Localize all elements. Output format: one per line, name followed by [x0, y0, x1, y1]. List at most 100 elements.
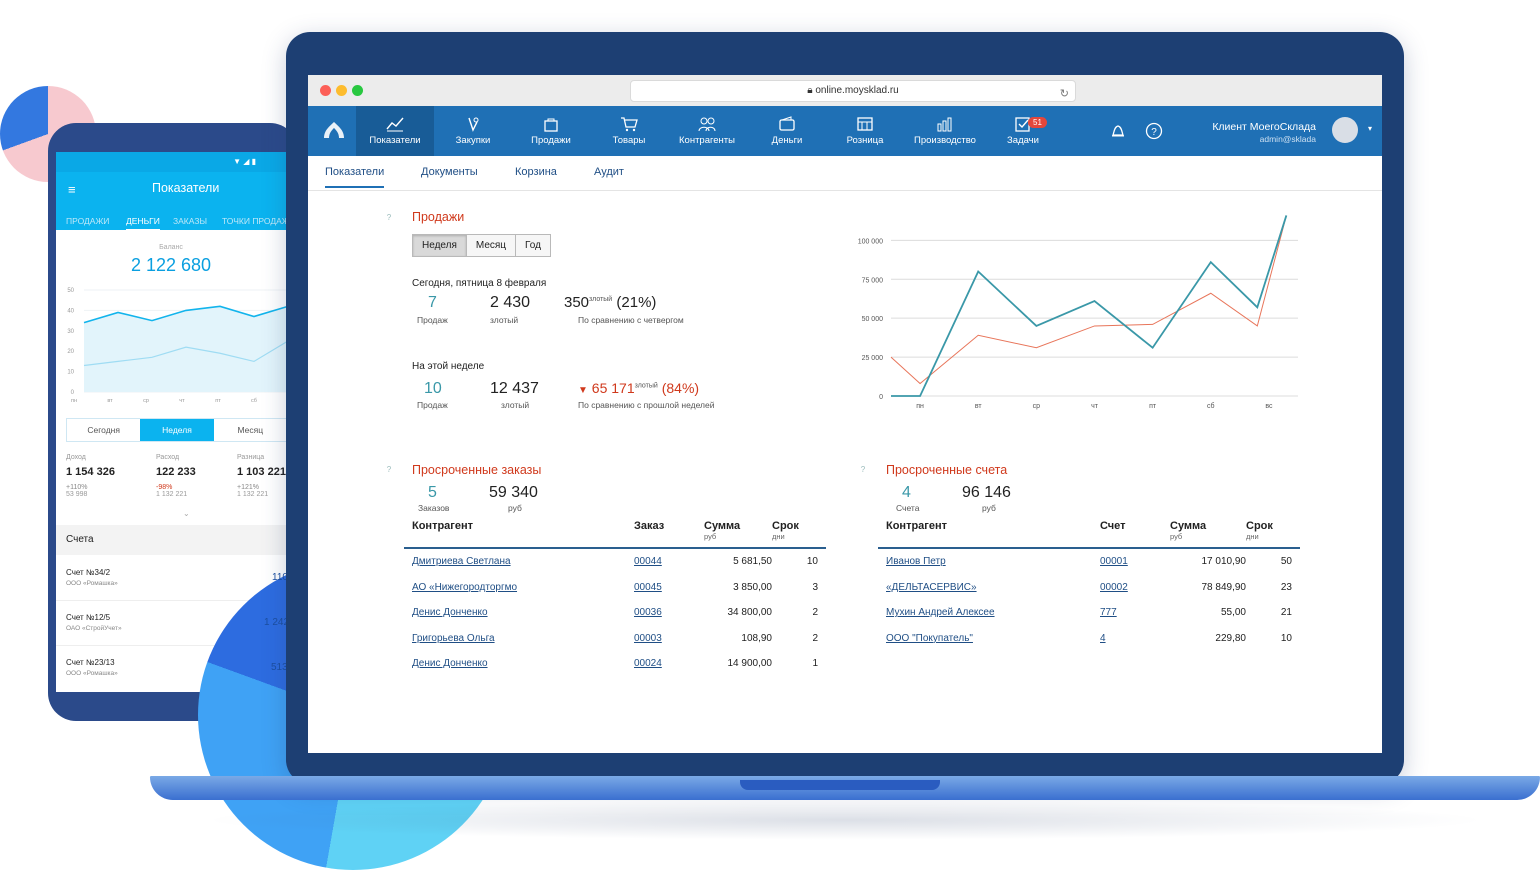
maximize-window-icon[interactable]	[352, 85, 363, 96]
counterparty-link[interactable]: «ДЕЛЬТАСЕРВИС»	[886, 581, 977, 593]
x-tick-label: вт	[975, 403, 983, 410]
counterparty-link[interactable]: Денис Донченко	[412, 658, 488, 670]
nav-label: Контрагенты	[679, 135, 735, 146]
week-sum: 12 437	[490, 380, 539, 397]
y-tick-label: 0	[71, 390, 75, 396]
counterparty-link[interactable]: Денис Донченко	[412, 607, 488, 619]
y-tick-label: 50 000	[862, 316, 884, 323]
counterparty-link[interactable]: ООО "Покупатель"	[886, 632, 973, 644]
phone-tab-sales[interactable]: ПРОДАЖИ	[66, 216, 110, 226]
table-cell: АО «Нижегородторгмо	[404, 575, 634, 601]
table-row: Денис Донченко 00036 34 800,00 2	[404, 600, 826, 626]
document-link[interactable]: 777	[1100, 607, 1117, 619]
nav-goods[interactable]: Товары	[590, 106, 668, 156]
phone-tab-points[interactable]: ТОЧКИ ПРОДАЖ	[222, 216, 286, 226]
col-header[interactable]: Заказ	[634, 520, 704, 549]
phone-tab-money[interactable]: ДЕНЬГИ	[126, 216, 160, 231]
phone-tab-orders[interactable]: ЗАКАЗЫ	[173, 216, 207, 226]
nav-label: Показатели	[369, 135, 421, 146]
chevron-down-icon[interactable]: ▾	[1367, 124, 1372, 133]
today-count-label: Продаж	[417, 315, 448, 325]
col-header[interactable]: Срок дни	[1246, 520, 1300, 549]
table-cell: 2	[812, 632, 818, 644]
phone-period-today[interactable]: Сегодня	[87, 425, 120, 435]
user-login: admin@sklada	[1259, 134, 1316, 144]
document-link[interactable]: 00045	[634, 581, 662, 593]
tab-trash[interactable]: Корзина	[515, 166, 557, 178]
nav-retail[interactable]: Розница	[826, 106, 904, 156]
document-link[interactable]: 00001	[1100, 556, 1128, 568]
table-row: ООО "Покупатель" 4 229,80 10	[878, 626, 1300, 652]
document-link[interactable]: 00044	[634, 556, 662, 568]
col-header[interactable]: Контрагент	[878, 520, 1100, 549]
account-item[interactable]: Счет №23/13 ООО «Ромашка»	[66, 658, 118, 677]
account-name: Счет №34/2	[66, 568, 111, 577]
nav-tasks[interactable]: Задачи 51	[984, 106, 1062, 156]
invoices-sum-label: руб	[982, 503, 996, 513]
x-tick-label: сб	[1207, 402, 1215, 410]
period-year-button[interactable]: Год	[515, 234, 551, 257]
nav-sales[interactable]: Продажи	[512, 106, 590, 156]
table-cell: 777	[1100, 600, 1170, 626]
help-icon[interactable]: ?	[1145, 122, 1163, 140]
document-link[interactable]: 00036	[634, 607, 662, 619]
help-icon[interactable]: ?	[386, 465, 392, 474]
user-info[interactable]: Клиент МоегоСклада admin@sklada	[1212, 121, 1316, 145]
close-window-icon[interactable]	[320, 85, 331, 96]
table-cell: 00044	[634, 548, 704, 575]
laptop-screen: 🔒︎ online.moysklad.ru ↻ Показатели Закуп…	[308, 75, 1382, 753]
week-count-label: Продаж	[417, 400, 448, 410]
table-cell: 00003	[634, 626, 704, 652]
tab-documents[interactable]: Документы	[421, 166, 478, 178]
stat-delta: +110%	[66, 484, 88, 491]
tab-indicators[interactable]: Показатели	[325, 166, 385, 188]
nav-counterparties[interactable]: Контрагенты	[668, 106, 746, 156]
nav-label: Продажи	[531, 135, 571, 146]
col-header[interactable]: Счет	[1100, 520, 1170, 549]
document-link[interactable]: 00003	[634, 632, 662, 644]
col-header[interactable]: Сумма руб	[1170, 520, 1246, 549]
stat-prev: 53 998	[66, 491, 88, 498]
table-cell: ООО "Покупатель"	[878, 626, 1100, 652]
document-link[interactable]: 00024	[634, 658, 662, 670]
account-item[interactable]: Счет №12/5 ОАО «СтройУчет»	[66, 613, 122, 632]
period-week-button[interactable]: Неделя	[412, 234, 467, 257]
tab-audit[interactable]: Аудит	[594, 166, 624, 178]
bell-icon[interactable]	[1110, 123, 1126, 140]
col-header[interactable]: Срок дни	[772, 520, 826, 549]
help-icon[interactable]: ?	[860, 465, 866, 474]
document-link[interactable]: 00002	[1100, 581, 1128, 593]
phone-period-month[interactable]: Месяц	[237, 425, 264, 435]
chevron-down-icon[interactable]: ⌄	[183, 509, 190, 518]
reload-icon[interactable]: ↻	[1059, 88, 1069, 100]
invoices-table: Контрагент Счет Сумма руб Срок дни Иванов …	[878, 520, 1300, 651]
nav-money[interactable]: Деньги	[748, 106, 826, 156]
phone-period-week[interactable]: Неделя	[140, 419, 214, 441]
period-month-button[interactable]: Месяц	[465, 234, 517, 257]
help-icon[interactable]: ?	[386, 213, 392, 222]
table-cell: 108,90	[741, 632, 772, 644]
phone-header: ≡ Показатели ПРОДАЖИ ДЕНЬГИ ЗАКАЗЫ ТОЧКИ…	[56, 172, 286, 231]
account-item[interactable]: Счет №34/2 ООО «Ромашка»	[66, 568, 118, 587]
nav-purchases[interactable]: Закупки	[434, 106, 512, 156]
table-cell: 3	[812, 581, 818, 593]
nav-dashboard[interactable]: Показатели	[356, 106, 434, 156]
menu-icon[interactable]: ≡	[68, 182, 76, 197]
nav-production[interactable]: Производство	[904, 106, 986, 156]
series-line	[890, 215, 1287, 385]
counterparty-link[interactable]: Григорьева Ольга	[412, 632, 495, 644]
counterparty-link[interactable]: АО «Нижегородторгмо	[412, 581, 518, 593]
counterparty-link[interactable]: Иванов Петр	[886, 556, 946, 568]
counterparty-link[interactable]: Дмитриева Светлана	[412, 556, 511, 568]
minimize-window-icon[interactable]	[336, 85, 347, 96]
today-label: Сегодня, пятница 8 февраля	[412, 278, 547, 289]
counterparty-link[interactable]: Мухин Андрей Алексее	[886, 607, 995, 619]
document-link[interactable]: 4	[1100, 632, 1106, 644]
app-logo-icon[interactable]	[322, 120, 346, 140]
address-bar[interactable]: 🔒︎ online.moysklad.ru ↻	[630, 80, 1076, 102]
phone-stat-diff: Разница 1 103 221 +121% 1 132 221	[237, 454, 286, 498]
table-cell: 78 849,90	[1201, 581, 1247, 593]
col-header[interactable]: Контрагент	[404, 520, 634, 549]
avatar[interactable]	[1332, 117, 1358, 143]
col-header[interactable]: Сумма руб	[704, 520, 772, 549]
